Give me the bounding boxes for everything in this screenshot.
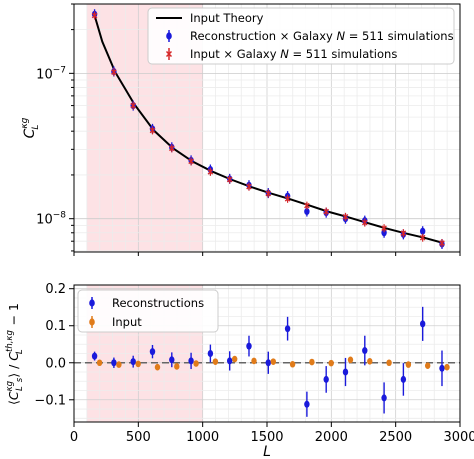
top-y-tick-label: 10−7 xyxy=(36,65,66,82)
input-point xyxy=(400,230,407,236)
bottom-x-tick-label: 3000 xyxy=(443,430,474,445)
reconstructions-point xyxy=(362,347,368,355)
input-bottom-point xyxy=(270,358,276,365)
legend-input-label: Input × Galaxy N = 511 simulations xyxy=(190,47,397,61)
top-axis-ticks: 10−7 10−8 xyxy=(36,3,461,256)
input-bottom-point xyxy=(174,363,180,370)
input-bottom-point xyxy=(212,358,219,365)
reconstructions-point xyxy=(169,356,175,364)
reconstructions-point xyxy=(381,394,387,402)
reconstructions-point xyxy=(91,352,98,360)
reconstructions-point xyxy=(111,359,117,367)
input-point xyxy=(304,202,310,209)
bottom-y-tick-label: 0.1 xyxy=(45,319,66,334)
bottom-panel: 0 500 1000 1500 2000 2500 3000−0.10.00.10.2 L … xyxy=(5,282,474,459)
reconstruction-point xyxy=(304,208,310,216)
input-point xyxy=(361,219,368,226)
legend-input-bottom-label: Input xyxy=(112,315,142,329)
input-bottom-point xyxy=(135,360,141,368)
bottom-legend-box xyxy=(77,289,219,333)
reconstructions-point xyxy=(400,375,407,383)
reconstruction-point xyxy=(419,227,426,235)
bottom-x-tick-label: 1000 xyxy=(186,430,219,445)
legend-input-marker-icon xyxy=(165,48,173,60)
bottom-data-marks xyxy=(91,306,450,417)
bottom-x-tick-label: 1500 xyxy=(250,430,283,445)
reconstructions-point xyxy=(149,348,156,356)
reconstructions-point xyxy=(284,325,291,333)
legend-reconstruction-label: Reconstruction × Galaxy N = 511 simulati… xyxy=(190,29,454,43)
bottom-y-tick-label: −0.1 xyxy=(34,393,66,408)
input-point xyxy=(188,158,194,165)
input-point xyxy=(149,127,156,134)
input-point xyxy=(111,69,117,75)
legend-reconstructions-label: Reconstructions xyxy=(112,296,204,310)
top-legend: Input Theory Reconstruction × Galaxy N =… xyxy=(147,7,455,65)
reconstructions-point xyxy=(207,350,214,357)
bottom-x-tick-label: 500 xyxy=(126,430,151,445)
reconstruction-point xyxy=(381,229,387,237)
legend-input-bottom-marker-icon xyxy=(89,316,95,328)
input-point xyxy=(246,183,252,190)
bottom-x-axis-label: L xyxy=(263,444,271,459)
input-bottom-point xyxy=(154,363,161,371)
reconstructions-point xyxy=(342,368,349,376)
input-bottom-point xyxy=(96,359,103,367)
input-bottom-point xyxy=(328,359,334,367)
bottom-legend: Reconstructions Input xyxy=(77,289,219,333)
input-point xyxy=(439,240,445,246)
top-y-tick-label: 10−8 xyxy=(36,211,66,228)
input-bottom-point xyxy=(193,360,199,367)
input-bottom-point xyxy=(347,356,354,364)
top-data-marks xyxy=(91,9,445,249)
reconstructions-point xyxy=(246,342,252,350)
top-panel: 10−7 10−8 CκgL Input Theory Reconstructio… xyxy=(20,3,461,256)
input-bottom-point xyxy=(116,361,122,368)
input-bottom-point xyxy=(424,362,431,370)
input-bottom-point xyxy=(444,363,450,371)
reconstructions-point xyxy=(323,375,329,383)
input-bottom-point xyxy=(386,359,392,367)
legend-reconstruction-marker-icon xyxy=(166,30,172,42)
bottom-x-tick-label: 0 xyxy=(70,430,78,445)
input-point xyxy=(323,208,329,215)
reconstructions-point xyxy=(439,364,445,372)
input-point xyxy=(381,225,387,232)
reconstructions-point xyxy=(130,358,136,366)
input-point xyxy=(207,169,214,175)
legend-theory-label: Input Theory xyxy=(190,11,264,25)
input-point xyxy=(168,145,175,152)
reconstructions-point xyxy=(188,357,194,365)
bottom-x-tick-label: 2000 xyxy=(315,430,348,445)
top-legend-box xyxy=(147,7,455,65)
input-bottom-point xyxy=(309,358,315,366)
input-bottom-point xyxy=(231,355,238,363)
input-point xyxy=(226,176,233,183)
input-point xyxy=(284,196,291,202)
bottom-x-tick-label: 2500 xyxy=(379,430,412,445)
bottom-axis-ticks: 0 500 1000 1500 2000 2500 3000 −0.1 0.0 0.1 0.2 xyxy=(34,282,474,445)
input-bottom-point xyxy=(367,357,373,365)
reconstructions-point xyxy=(419,320,426,328)
bottom-y-tick-label: 0.2 xyxy=(45,282,66,297)
reconstructions-point xyxy=(304,400,310,408)
input-point xyxy=(265,190,272,197)
bottom-y-axis-label: ⟨CκgLs⟩ / Cth,κgL − 1 xyxy=(5,303,25,405)
reconstructions-point xyxy=(226,357,233,365)
input-bottom-point xyxy=(405,361,412,368)
input-point xyxy=(419,234,426,241)
legend-reconstructions-marker-icon xyxy=(89,297,95,309)
input-point xyxy=(130,102,136,109)
bottom-y-tick-label: 0.0 xyxy=(45,356,66,371)
input-point xyxy=(91,12,98,19)
input-bottom-point xyxy=(251,357,257,365)
top-y-axis-label: CκgL xyxy=(20,117,41,138)
reconstructions-point xyxy=(265,359,271,367)
input-point xyxy=(342,214,349,220)
input-bottom-point xyxy=(289,360,296,368)
